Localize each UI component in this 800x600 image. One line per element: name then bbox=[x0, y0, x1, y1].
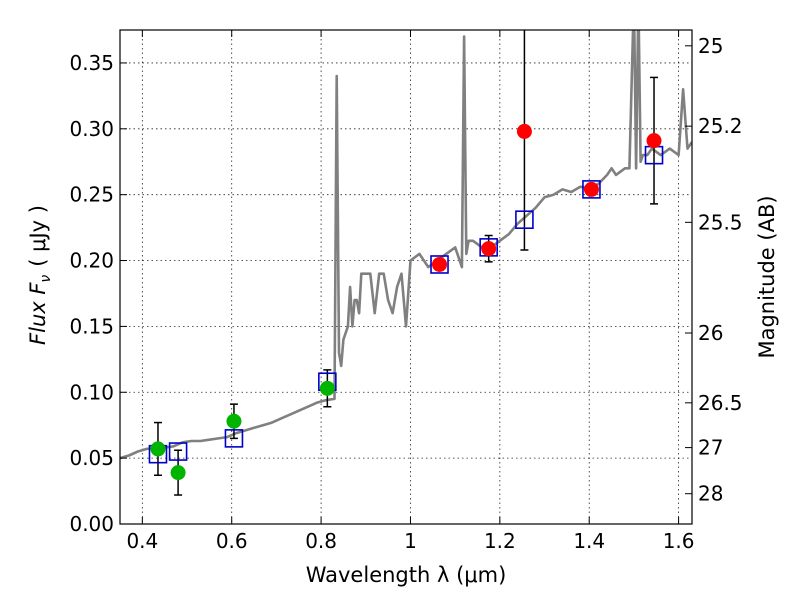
model-photometry-square bbox=[430, 255, 449, 274]
y-tick-label: 0.20 bbox=[69, 249, 114, 273]
data-point bbox=[481, 241, 497, 257]
y2-tick-label: 25.2 bbox=[698, 114, 743, 138]
plot-frame bbox=[119, 29, 693, 525]
y2-tick-label: 27 bbox=[698, 436, 723, 460]
x-tick-label: 0.6 bbox=[216, 529, 248, 553]
y2-axis-label: Magnitude (AB) bbox=[755, 195, 779, 358]
y-axis-label-group: Flux Fν ( μJy ) bbox=[26, 205, 54, 345]
x-axis-label: Wavelength λ (μm) bbox=[306, 563, 507, 587]
x-tick-label: 0.4 bbox=[126, 529, 158, 553]
y2-tick-label: 26 bbox=[698, 321, 723, 345]
y-axis-label: Flux F bbox=[26, 282, 50, 345]
axes: 0.4 0.6 0.8 1 1.2 1.4 1.6 0.00 0.05 0.10 0.15 0.20 0… bbox=[69, 30, 743, 553]
x-tick-label: 1.2 bbox=[484, 529, 516, 553]
model-photometry-square bbox=[582, 180, 601, 199]
y2-tick-label: 25.5 bbox=[698, 210, 743, 234]
svg-text:Flux Fν( μJy ): Flux Fν ( μJy ) bbox=[26, 205, 54, 345]
spectrum-line bbox=[120, 30, 692, 460]
y2-tick-label: 25 bbox=[698, 34, 723, 58]
grid-lines bbox=[120, 30, 692, 525]
data-point bbox=[432, 256, 448, 272]
y-tick-label: 0.10 bbox=[69, 380, 114, 404]
y-axis-label-unit: ( μJy ) bbox=[26, 205, 50, 267]
data-point bbox=[583, 181, 599, 197]
y-tick-label: 0.35 bbox=[69, 51, 114, 75]
x-tick-label: 1.6 bbox=[663, 529, 695, 553]
y-tick-label: 0.30 bbox=[69, 117, 114, 141]
data-point bbox=[226, 413, 242, 429]
plot-area bbox=[120, 30, 692, 496]
model-photometry-square bbox=[224, 429, 244, 448]
y2-tick-label: 28 bbox=[698, 482, 723, 506]
x-tick-label: 1 bbox=[404, 529, 417, 553]
data-point bbox=[319, 380, 335, 396]
data-point bbox=[150, 441, 166, 457]
data-point bbox=[170, 465, 186, 481]
model-photometry-square bbox=[515, 210, 534, 229]
model-photometry-square bbox=[168, 442, 188, 461]
y-tick-label: 0.05 bbox=[69, 446, 114, 470]
y-tick-label: 0.15 bbox=[69, 314, 114, 338]
y-tick-label: 0.00 bbox=[69, 512, 114, 536]
x-tick-label: 1.4 bbox=[573, 529, 605, 553]
y2-axis-label-group: Magnitude (AB) bbox=[755, 195, 779, 358]
y2-tick-label: 26.5 bbox=[698, 391, 743, 415]
data-point bbox=[516, 123, 532, 139]
y-axis-label-sub: ν bbox=[38, 275, 54, 283]
y-tick-label: 0.25 bbox=[69, 183, 114, 207]
data-point bbox=[646, 133, 662, 149]
x-tick-label: 0.8 bbox=[305, 529, 337, 553]
